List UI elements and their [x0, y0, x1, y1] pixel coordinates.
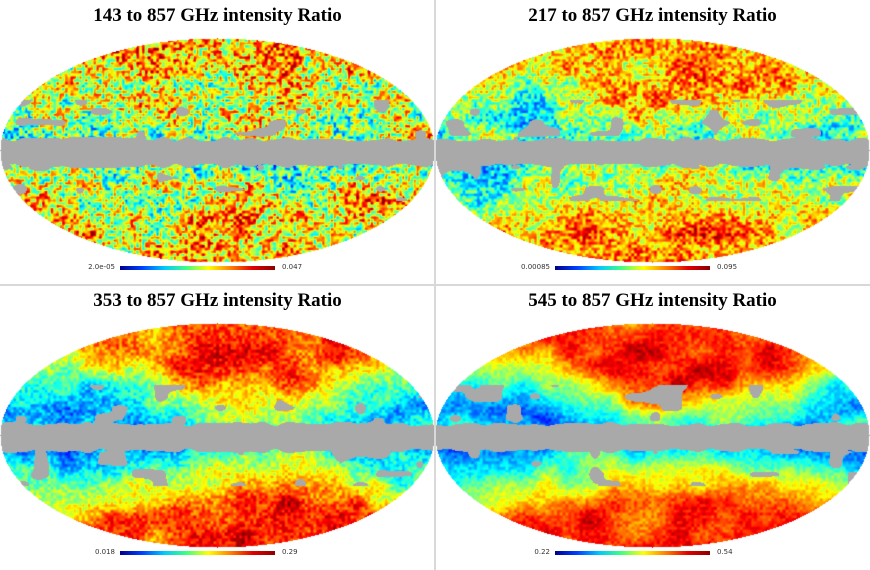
color-scale: 0.22 0.54	[435, 548, 870, 560]
scale-min-label: 0.00085	[521, 263, 550, 271]
color-scale: 0.018 0.29	[0, 548, 435, 560]
scale-max-label: 0.29	[282, 548, 298, 556]
panel-title: 353 to 857 GHz intensity Ratio	[93, 290, 342, 311]
panel-title: 545 to 857 GHz intensity Ratio	[528, 290, 777, 311]
scale-max-label: 0.54	[717, 548, 733, 556]
allsky-map-545	[435, 285, 870, 570]
panel-title: 217 to 857 GHz intensity Ratio	[528, 5, 777, 26]
panel-217-ratio: 217 to 857 GHz intensity Ratio 0.00085 0…	[435, 0, 870, 285]
allsky-map-143	[0, 0, 435, 285]
colorbar	[120, 551, 275, 555]
scale-min-label: 2.0e-05	[88, 263, 115, 271]
panel-353-ratio: 353 to 857 GHz intensity Ratio 0.018 0.2…	[0, 285, 435, 570]
scale-min-label: 0.018	[94, 548, 115, 556]
scale-max-label: 0.095	[717, 263, 738, 271]
colorbar	[555, 551, 710, 555]
panel-title: 143 to 857 GHz intensity Ratio	[93, 5, 342, 26]
allsky-map-217	[435, 0, 870, 285]
scale-min-label: 0.22	[534, 548, 550, 556]
horizontal-divider	[0, 284, 870, 286]
color-scale: 0.00085 0.095	[435, 263, 870, 275]
panel-545-ratio: 545 to 857 GHz intensity Ratio 0.22 0.54	[435, 285, 870, 570]
colorbar	[120, 266, 275, 270]
allsky-map-353	[0, 285, 435, 570]
panel-143-ratio: 143 to 857 GHz intensity Ratio 2.0e-05 0…	[0, 0, 435, 285]
scale-max-label: 0.047	[282, 263, 303, 271]
color-scale: 2.0e-05 0.047	[0, 263, 435, 275]
colorbar	[555, 266, 710, 270]
